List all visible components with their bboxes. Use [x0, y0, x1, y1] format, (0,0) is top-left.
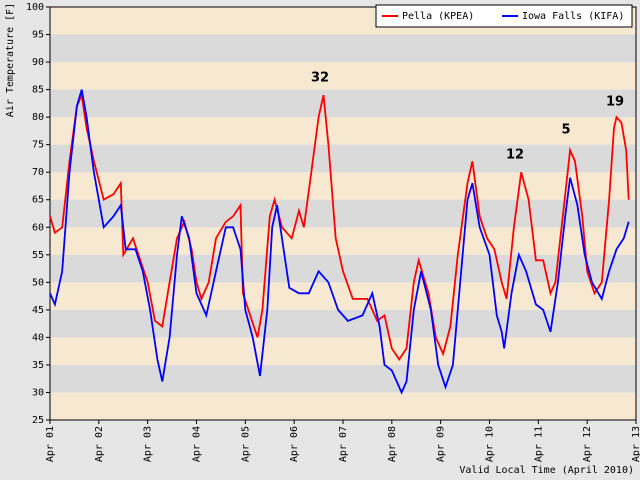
y-tick-label: 70 [32, 167, 44, 178]
y-tick-label: 60 [32, 222, 44, 233]
plot-frame [49, 6, 637, 421]
legend-label: Pella (KPEA) [402, 11, 474, 22]
y-tick-label: 35 [32, 360, 44, 371]
band [50, 117, 636, 145]
band [50, 34, 636, 63]
band [50, 199, 636, 228]
x-axis-label: Valid Local Time (April 2010) [459, 465, 634, 476]
y-tick-label: 30 [32, 387, 44, 398]
x-tick-label: Apr 04 [192, 426, 203, 462]
x-tick-label: Apr 01 [45, 426, 56, 462]
x-tick-label: Apr 10 [485, 426, 496, 462]
y-tick-label: 95 [32, 30, 44, 41]
annotation: 12 [506, 148, 524, 163]
x-tick-label: Apr 03 [143, 426, 154, 462]
band [50, 144, 636, 173]
x-tick-label: Apr 09 [436, 426, 447, 462]
x-tick-label: Apr 11 [533, 426, 544, 462]
y-tick-label: 65 [32, 195, 44, 206]
y-tick-label: 45 [32, 305, 44, 316]
x-tick-label: Apr 02 [94, 426, 105, 462]
y-tick-label: 40 [32, 332, 44, 343]
series-line [49, 91, 630, 362]
y-tick-label: 80 [32, 112, 44, 123]
x-tick-label: Apr 08 [387, 426, 398, 462]
x-tick-label: Apr 12 [582, 426, 593, 462]
series-line [49, 89, 630, 395]
band [50, 62, 636, 90]
x-tick-label: Apr 06 [289, 426, 300, 462]
y-tick-label: 25 [32, 415, 44, 426]
band [50, 89, 636, 118]
band [50, 392, 636, 420]
band [50, 364, 636, 393]
band [50, 172, 636, 200]
legend-label: Iowa Falls (KIFA) [522, 11, 624, 22]
x-tick-label: Apr 05 [240, 426, 251, 462]
y-tick-label: 85 [32, 85, 44, 96]
x-tick-label: Apr 13 [631, 426, 640, 462]
annotation: 19 [606, 95, 624, 110]
annotation: 32 [311, 71, 329, 86]
band [50, 227, 636, 255]
y-tick-label: 75 [32, 140, 44, 151]
y-tick-label: 55 [32, 250, 44, 261]
x-tick-label: Apr 07 [338, 426, 349, 462]
band [50, 337, 636, 365]
annotation: 5 [561, 123, 570, 138]
y-tick-label: 50 [32, 277, 44, 288]
y-tick-label: 100 [26, 2, 44, 13]
y-tick-label: 90 [32, 57, 44, 68]
y-axis-label: Air Temperature [F] [5, 3, 16, 117]
